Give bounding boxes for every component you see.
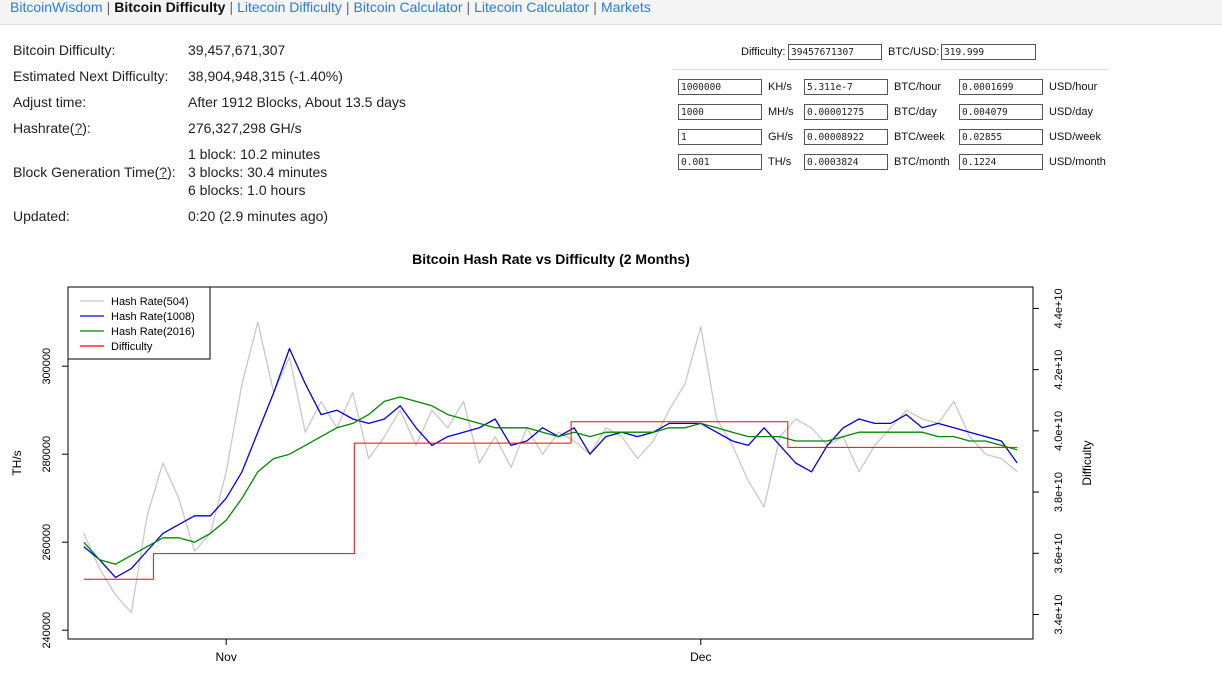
calc-btc-unit-hour: BTC/hour	[894, 81, 942, 93]
legend-box	[67, 286, 211, 360]
calc-usd-output-hour[interactable]	[959, 79, 1043, 95]
adjust-time-value: After 1912 Blocks, About 13.5 days	[188, 94, 406, 110]
calc-row-day: MH/s BTC/day USD/day	[672, 103, 1112, 123]
calc-usd-unit-week: USD/week	[1049, 131, 1101, 143]
y2-tick-label: 3.4e+10	[1053, 594, 1065, 634]
series-line-hash-rate-504	[83, 321, 1018, 614]
calc-row-week: GH/s BTC/week USD/week	[672, 128, 1112, 148]
calc-divider	[672, 69, 1109, 70]
block-time-1: 1 block: 10.2 minutes	[188, 146, 321, 162]
calc-unit-gh: GH/s	[768, 131, 794, 143]
next-difficulty-label: Estimated Next Difficulty:	[13, 68, 169, 84]
calc-btc-output-hour[interactable]	[804, 79, 888, 95]
calc-usd-output-month[interactable]	[959, 154, 1043, 170]
nav-bitcoin-difficulty[interactable]: Bitcoin Difficulty	[114, 0, 226, 15]
hashrate-label-text: Hashrate(	[13, 120, 75, 136]
y2-tick-label: 4.0e+10	[1053, 411, 1065, 451]
adjust-time-label: Adjust time:	[13, 94, 87, 110]
nav-bitcoin-calculator[interactable]: Bitcoin Calculator	[353, 0, 463, 15]
calc-usd-unit-hour: USD/hour	[1049, 81, 1098, 93]
plot-frame	[67, 286, 1034, 640]
block-time-help-link[interactable]: ?	[159, 164, 168, 180]
calc-price-label: BTC/USD:	[888, 46, 940, 58]
y2-tick-label: 4.2e+10	[1053, 350, 1065, 390]
calc-unit-kh: KH/s	[768, 81, 792, 93]
block-time-label-close: ):	[167, 164, 176, 180]
difficulty-label: Bitcoin Difficulty:	[13, 42, 116, 58]
calc-usd-unit-month: USD/month	[1049, 156, 1106, 168]
calc-hashrate-input-mh[interactable]	[678, 104, 762, 120]
calc-btc-output-month[interactable]	[804, 154, 888, 170]
nav-litecoin-difficulty[interactable]: Litecoin Difficulty	[237, 0, 342, 15]
next-difficulty-value: 38,904,948,315 (-1.40%)	[188, 68, 343, 84]
calc-usd-output-week[interactable]	[959, 129, 1043, 145]
calc-row-month: TH/s BTC/month USD/month	[672, 153, 1112, 173]
nav-separator: |	[229, 0, 234, 15]
difficulty-value: 39,457,671,307	[188, 42, 286, 58]
chart-legend: Hash Rate(504) Hash Rate(1008) Hash Rate…	[67, 286, 211, 360]
series-line-hash-rate-1008	[83, 347, 1018, 579]
calc-btc-output-day[interactable]	[804, 104, 888, 120]
legend-label-difficulty: Difficulty	[111, 341, 153, 353]
calc-btc-unit-month: BTC/month	[894, 156, 950, 168]
updated-label: Updated:	[13, 208, 70, 224]
series-line-hash-rate-2016	[83, 396, 1018, 565]
y-tick-label: 300000	[41, 348, 53, 385]
calc-row-hour: KH/s BTC/hour USD/hour	[672, 78, 1112, 98]
updated-value: 0:20 (2.9 minutes ago)	[188, 208, 329, 224]
calc-hashrate-input-th[interactable]	[678, 154, 762, 170]
series-layer	[83, 321, 1018, 614]
hashrate-label: Hashrate(?):	[13, 120, 91, 136]
calc-unit-mh: MH/s	[768, 106, 794, 118]
calc-usd-unit-day: USD/day	[1049, 106, 1094, 118]
hashrate-difficulty-chart: Bitcoin Hash Rate vs Difficulty (2 Month…	[10, 251, 1094, 664]
nav-markets[interactable]: Markets	[600, 0, 651, 15]
calc-btc-unit-day: BTC/day	[894, 106, 937, 118]
nav-separator: |	[345, 0, 350, 15]
calc-unit-th: TH/s	[768, 156, 792, 168]
calc-btc-output-week[interactable]	[804, 129, 888, 145]
x-tick-label: Dec	[690, 650, 711, 664]
calc-difficulty-input[interactable]	[788, 44, 882, 60]
y2-tick-label: 3.6e+10	[1053, 533, 1065, 573]
hashrate-help-link[interactable]: ?	[74, 120, 83, 136]
y2-axis-label: Difficulty	[1080, 440, 1094, 485]
axis-layer: 240000 260000 280000 300000 3.4e+10 3.6e+10 3.…	[41, 288, 1065, 664]
y-tick-label: 240000	[41, 612, 53, 649]
legend-label-504: Hash Rate(504)	[111, 296, 189, 308]
calc-hashrate-input-gh[interactable]	[678, 129, 762, 145]
nav-separator: |	[593, 0, 597, 15]
nav-litecoin-calculator[interactable]: Litecoin Calculator	[474, 0, 590, 15]
y-tick-label: 280000	[41, 436, 53, 473]
hashrate-value: 276,327,298 GH/s	[188, 120, 302, 136]
hashrate-label-close: ):	[82, 120, 91, 136]
y2-tick-label: 4.4e+10	[1053, 288, 1065, 328]
legend-label-1008: Hash Rate(1008)	[111, 311, 195, 323]
y-tick-label: 260000	[41, 524, 53, 561]
legend-label-2016: Hash Rate(2016)	[111, 326, 195, 338]
series-line-difficulty	[83, 421, 1018, 580]
calc-difficulty-label: Difficulty:	[741, 46, 786, 58]
top-navigation-bar: BitcoinWisdom | Bitcoin Difficulty | Litecoi…	[0, 0, 1222, 25]
x-tick-label: Nov	[216, 650, 237, 664]
nav-links: BitcoinWisdom | Bitcoin Difficulty | Litecoi…	[10, 0, 651, 15]
block-time-label-text: Block Generation Time(	[13, 164, 160, 180]
block-time-6: 6 blocks: 1.0 hours	[188, 182, 306, 198]
nav-separator: |	[106, 0, 111, 15]
block-time-label: Block Generation Time(?):	[13, 164, 176, 180]
y2-tick-label: 3.8e+10	[1053, 472, 1065, 512]
calc-usd-output-day[interactable]	[959, 104, 1043, 120]
calc-price-input[interactable]	[941, 44, 1036, 60]
nav-bitcoinwisdom[interactable]: BitcoinWisdom	[10, 0, 103, 15]
calc-hashrate-input-kh[interactable]	[678, 79, 762, 95]
nav-separator: |	[466, 0, 471, 15]
calc-btc-unit-week: BTC/week	[894, 131, 945, 143]
block-time-3: 3 blocks: 30.4 minutes	[188, 164, 328, 180]
y-axis-label: TH/s	[10, 450, 24, 475]
chart-title: Bitcoin Hash Rate vs Difficulty (2 Month…	[412, 251, 690, 267]
